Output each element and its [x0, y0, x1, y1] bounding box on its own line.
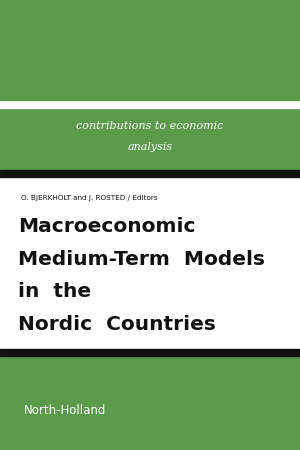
Text: Medium-Term  Models: Medium-Term Models	[18, 250, 265, 269]
Bar	[0, 108, 300, 170]
Bar	[0, 177, 300, 349]
Bar	[0, 173, 300, 177]
Text: Macroeconomic: Macroeconomic	[18, 217, 196, 236]
Bar	[0, 0, 300, 100]
Bar	[0, 352, 300, 356]
Text: contributions to economic: contributions to economic	[76, 122, 224, 131]
Text: O. BJERKHOLT and J. ROSTED / Editors: O. BJERKHOLT and J. ROSTED / Editors	[21, 194, 158, 201]
Text: Nordic  Countries: Nordic Countries	[18, 315, 216, 333]
Bar	[0, 356, 300, 450]
Bar	[0, 100, 300, 108]
Text: in  the: in the	[18, 282, 91, 301]
Bar	[0, 349, 300, 351]
Bar	[0, 170, 300, 172]
Text: North-Holland: North-Holland	[24, 404, 106, 417]
Text: analysis: analysis	[128, 142, 172, 152]
